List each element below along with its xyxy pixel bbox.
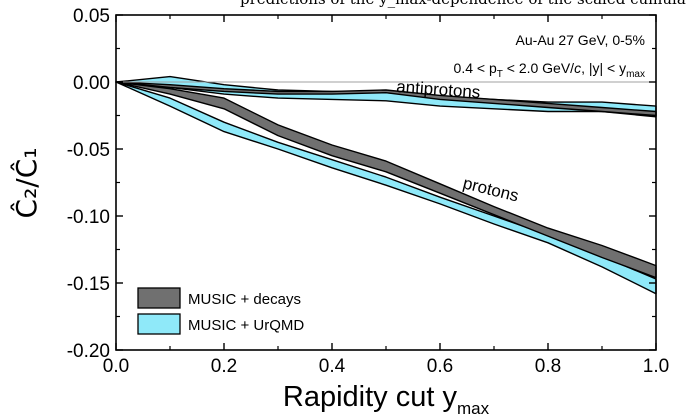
y-tick-label: -0.15 (67, 274, 110, 295)
cuts-c: c (574, 60, 581, 76)
x-tick-label: 0.8 (535, 356, 561, 377)
y-tick-label: 0.05 (73, 6, 110, 27)
cuts-sub-ymax: max (626, 69, 645, 80)
band-protons-urqmd (115, 81, 657, 295)
x-tick-label: 0.2 (211, 356, 237, 377)
y-tick-label: -0.05 (67, 140, 110, 161)
legend-swatch-urqmd (137, 313, 181, 335)
bands-layer (115, 75, 657, 295)
x-axis-label: Rapidity cut ymax (283, 381, 490, 418)
legend-label-urqmd: MUSIC + UrQMD (188, 317, 304, 334)
x-tick-label: 0.4 (319, 356, 346, 377)
top-caption: predictions of the y_max-dependence of t… (240, 0, 686, 8)
y-tick-label: 0.00 (73, 73, 110, 94)
cuts-part2: < 2.0 GeV/ (503, 60, 574, 76)
legend-swatch-decays (137, 287, 181, 309)
y-tick-label: -0.10 (67, 207, 110, 228)
legend: MUSIC + decays MUSIC + UrQMD (137, 287, 304, 335)
x-tick-label: 0.6 (427, 356, 453, 377)
x-tick-label: 1.0 (643, 356, 669, 377)
y-tick-label: -0.20 (67, 341, 110, 362)
system-annotation: Au-Au 27 GeV, 0-5% (516, 32, 645, 48)
cuts-part3: , |y| < y (581, 60, 626, 76)
x-tick-label: 0.0 (103, 356, 129, 377)
cuts-sub-pt: T (497, 69, 503, 80)
cuts-annotation: 0.4 < pT < 2.0 GeV/c, |y| < ymax (454, 60, 645, 80)
cuts-part1: 0.4 < p (454, 60, 497, 76)
legend-label-decays: MUSIC + decays (188, 291, 301, 308)
x-axis-label-sub: max (457, 399, 490, 418)
x-axis-label-main: Rapidity cut y (283, 381, 458, 413)
ticks-layer: 0.0 0.2 0.4 0.6 0.8 1.0 0.05 0.00 -0.05 -0.10 -0.1… (67, 6, 670, 377)
y-axis-label: Ĉ₂/Ĉ₁ (9, 148, 43, 219)
